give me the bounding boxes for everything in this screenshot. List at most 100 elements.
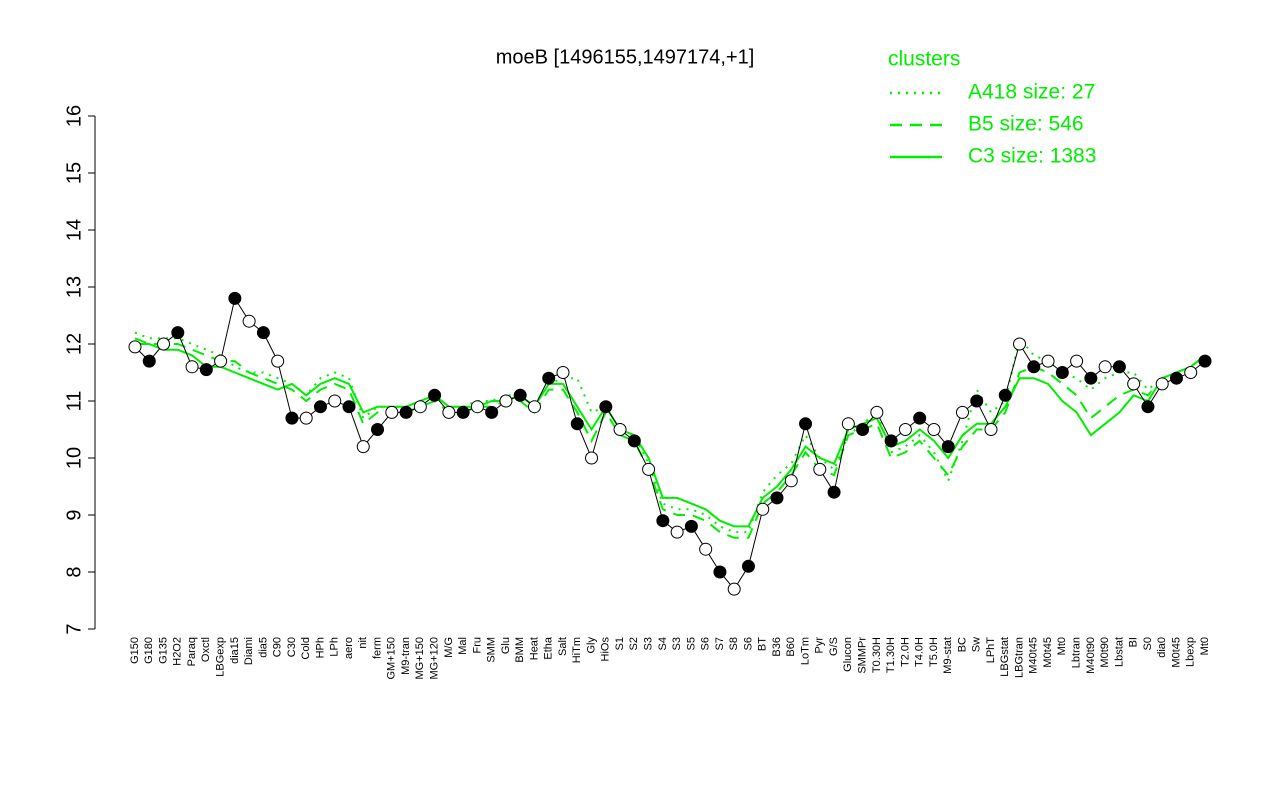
cluster-line [134, 331, 1206, 534]
data-point [556, 366, 570, 379]
x-tick-label: T1.30H [885, 637, 897, 673]
y-tick-label: 11 [63, 391, 85, 412]
x-tick-label: LoTm [799, 637, 811, 665]
x-tick-label: S4 [657, 637, 669, 650]
data-point [513, 388, 527, 402]
x-tick-label: M40t45 [1028, 637, 1040, 674]
x-tick-label: C90 [272, 637, 284, 657]
data-point [684, 519, 698, 533]
x-tick-label: S3 [643, 637, 655, 650]
x-tick-label: B60 [785, 637, 797, 657]
data-point [970, 394, 984, 408]
legend-title: clusters [888, 48, 960, 71]
x-tick-label: M0t45 [1170, 637, 1182, 668]
data-point [342, 400, 356, 414]
data-point [756, 502, 770, 516]
x-tick-label: S5 [685, 637, 697, 650]
x-tick-label: Glucon [842, 637, 854, 672]
data-point [984, 423, 998, 436]
data-point [399, 405, 413, 419]
x-tick-label: MG+120 [429, 637, 441, 680]
data-point [299, 411, 313, 425]
data-point [128, 340, 142, 354]
x-tick-label: S6 [742, 637, 754, 650]
x-tick-label: Glu [500, 637, 512, 654]
x-tick-label: LPhT [985, 637, 997, 664]
data-point [242, 314, 256, 328]
x-tick-label: G135 [157, 637, 169, 664]
data-point [542, 371, 556, 385]
data-point [285, 411, 299, 425]
x-tick-label: T2.0H [899, 637, 911, 667]
y-tick-label: 16 [63, 105, 85, 127]
data-point [271, 354, 285, 368]
data-point [356, 440, 370, 454]
y-tick-label: 7 [63, 623, 85, 634]
x-tick-label: T0.30H [871, 637, 883, 673]
x-tick-label: S6 [700, 637, 712, 650]
data-point [898, 423, 912, 436]
data-point [185, 360, 199, 374]
x-tick-label: G/S [828, 637, 840, 656]
y-tick-label: 15 [63, 162, 85, 184]
x-tick-label: Lbexp [1185, 637, 1197, 667]
data-point [527, 400, 541, 414]
data-point [456, 405, 470, 419]
data-point [856, 423, 870, 436]
data-point [470, 400, 484, 414]
y-tick-label: 14 [63, 219, 85, 241]
x-tick-label: LBGstat [999, 637, 1011, 677]
data-point [214, 354, 228, 368]
data-point [656, 514, 670, 528]
data-point [1070, 354, 1084, 368]
data-point [884, 434, 898, 448]
y-tick-label: 13 [63, 276, 85, 298]
legend-label: B5 size: 546 [968, 113, 1084, 136]
x-tick-label: BMM [514, 637, 526, 663]
data-point [142, 354, 156, 368]
data-point [813, 462, 827, 476]
data-point [599, 400, 613, 414]
y-tick-label: 9 [63, 509, 85, 520]
x-tick-label: Etha [543, 636, 555, 660]
x-tick-label: M9-tran [400, 637, 412, 675]
x-tick-label: BI [1128, 637, 1140, 647]
data-point [499, 394, 513, 408]
x-tick-label: Cold [300, 637, 312, 660]
x-tick-label: S2 [628, 637, 640, 650]
y-tick-label: 10 [63, 447, 85, 469]
data-point [442, 405, 456, 419]
data-point [199, 363, 213, 377]
x-tick-label: MG+150 [414, 637, 426, 680]
x-tick-label: Fru [471, 637, 483, 654]
data-point [1155, 377, 1169, 391]
x-tick-label: BC [956, 637, 968, 652]
data-point [1184, 366, 1198, 379]
x-tick-label: S7 [714, 637, 726, 650]
data-point [1141, 400, 1155, 414]
x-tick-label: SMMPr [857, 637, 869, 674]
data-point [428, 388, 442, 402]
cluster-line [135, 343, 1206, 528]
data-point [927, 423, 941, 436]
data-point [1041, 354, 1055, 368]
data-point [670, 525, 684, 539]
data-point [413, 400, 427, 414]
data-point [841, 417, 855, 431]
x-tick-label: HiTm [571, 637, 583, 663]
x-tick-label: Mt0 [1056, 637, 1068, 655]
data-point [827, 485, 841, 499]
x-tick-label: T4.0H [914, 637, 926, 667]
x-tick-label: B36 [771, 637, 783, 657]
data-point [1112, 360, 1126, 374]
x-tick-label: G180 [143, 637, 155, 664]
x-tick-label: SMM [486, 637, 498, 663]
x-tick-label: Salt [557, 637, 569, 656]
data-point [699, 542, 713, 556]
data-point [627, 434, 641, 448]
legend-label: C3 size: 1383 [968, 145, 1096, 168]
x-tick-label: S3 [671, 637, 683, 650]
data-point [1084, 371, 1098, 385]
data-point [1013, 337, 1027, 351]
data-point [642, 462, 656, 476]
